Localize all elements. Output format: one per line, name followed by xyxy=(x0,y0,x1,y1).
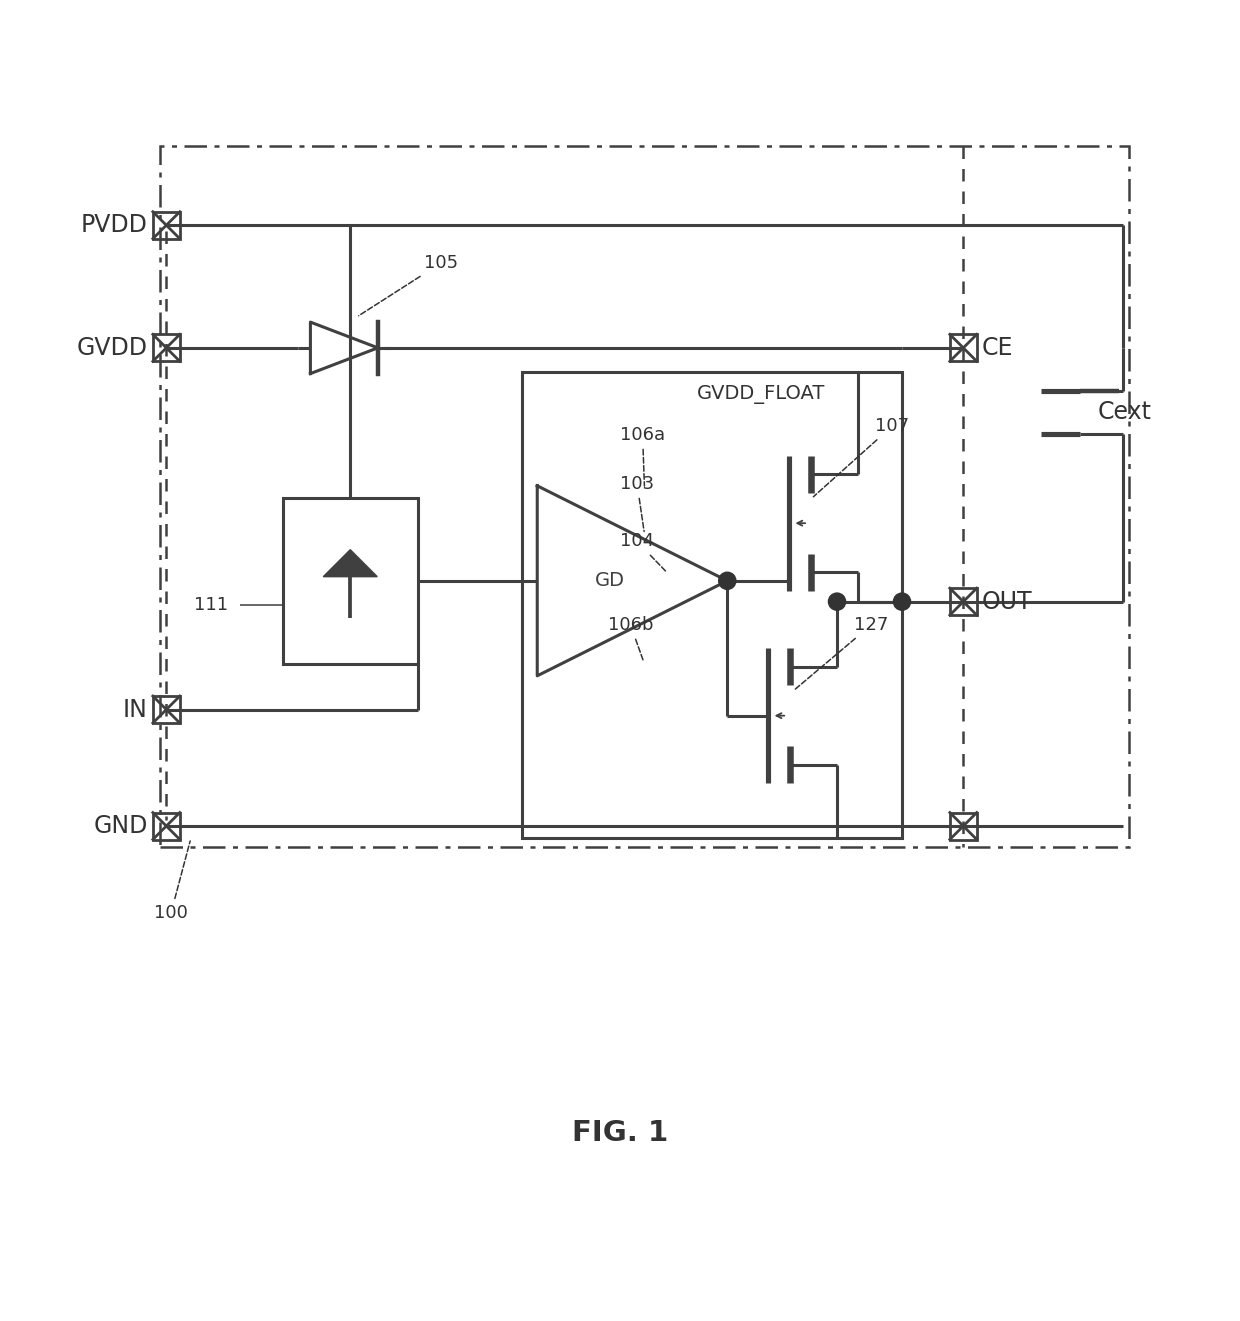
Text: 106b: 106b xyxy=(608,616,653,662)
Text: 106a: 106a xyxy=(620,425,665,486)
Text: GVDD_FLOAT: GVDD_FLOAT xyxy=(697,384,825,404)
Text: GD: GD xyxy=(594,571,625,590)
Polygon shape xyxy=(324,550,377,577)
Text: 100: 100 xyxy=(154,841,190,922)
Text: 105: 105 xyxy=(358,254,458,316)
Circle shape xyxy=(719,572,735,589)
Circle shape xyxy=(894,593,910,610)
Text: PVDD: PVDD xyxy=(81,213,148,238)
Text: 103: 103 xyxy=(620,474,655,531)
Text: 104: 104 xyxy=(620,532,667,573)
Text: Cext: Cext xyxy=(1097,400,1152,424)
Text: 127: 127 xyxy=(795,616,889,690)
Text: IN: IN xyxy=(123,697,148,721)
Bar xyxy=(950,812,977,840)
Text: GND: GND xyxy=(93,814,148,838)
Bar xyxy=(160,145,1128,847)
Bar xyxy=(153,334,180,362)
Bar xyxy=(153,812,180,840)
Text: GVDD: GVDD xyxy=(77,336,148,359)
Bar xyxy=(522,373,901,839)
Bar xyxy=(950,334,977,362)
Bar xyxy=(153,696,180,723)
Text: CE: CE xyxy=(982,336,1013,359)
Text: 111: 111 xyxy=(193,596,228,614)
Bar xyxy=(950,588,977,616)
Bar xyxy=(283,498,418,663)
Circle shape xyxy=(828,593,846,610)
Text: 107: 107 xyxy=(813,417,909,497)
Text: FIG. 1: FIG. 1 xyxy=(572,1119,668,1147)
Bar xyxy=(153,211,180,239)
Text: OUT: OUT xyxy=(982,589,1033,614)
